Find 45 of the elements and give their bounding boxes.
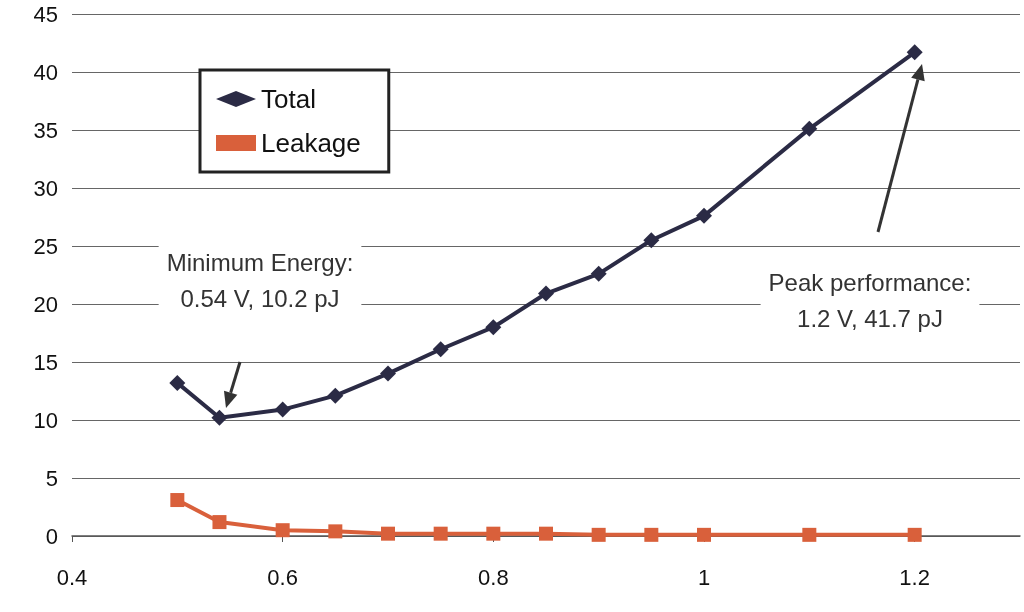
point [802,527,817,542]
point [539,526,553,541]
legend-label: Leakage [261,128,361,158]
point [432,341,449,358]
point [380,365,396,382]
annotation: Minimum Energy: 0.54 V, 10.2 pJ [166,248,354,312]
point [275,523,290,538]
point [697,527,711,542]
point [486,526,501,541]
y-tick-label: 45 [33,1,58,27]
point [801,120,818,137]
point [696,207,712,224]
point [485,319,502,336]
y-tick-label: 0 [45,523,58,549]
point [591,527,606,542]
y-tick-label: 20 [33,291,58,317]
y-tick-label: 30 [33,175,58,201]
x-tick-label: 0.8 [478,564,509,590]
point [211,409,228,426]
point [327,387,344,404]
point [433,526,448,541]
point [906,44,923,61]
point [170,493,185,508]
y-tick-label: 15 [33,349,58,375]
y-tick-label: 10 [33,407,58,433]
x-tick-label: 0.6 [267,564,298,590]
x-tick-label: 1.2 [899,564,930,590]
y-tick-label: 35 [33,117,58,143]
point [274,401,291,418]
point [328,524,343,539]
y-tick-label: 25 [33,233,58,259]
x-tick-label: 0.4 [56,564,88,590]
y-tick-label: 5 [45,465,58,491]
x-tick-label: 1 [697,564,711,590]
point [169,374,186,391]
point [644,527,659,542]
point [212,515,227,530]
point [907,527,922,542]
point [381,526,395,541]
legend-label: Total [261,84,316,114]
point [643,232,660,249]
y-tick-label: 40 [33,59,58,85]
annotation: Peak performance: 1.2 V, 41.7 pJ [768,268,972,332]
point [538,285,554,302]
point [590,265,607,282]
